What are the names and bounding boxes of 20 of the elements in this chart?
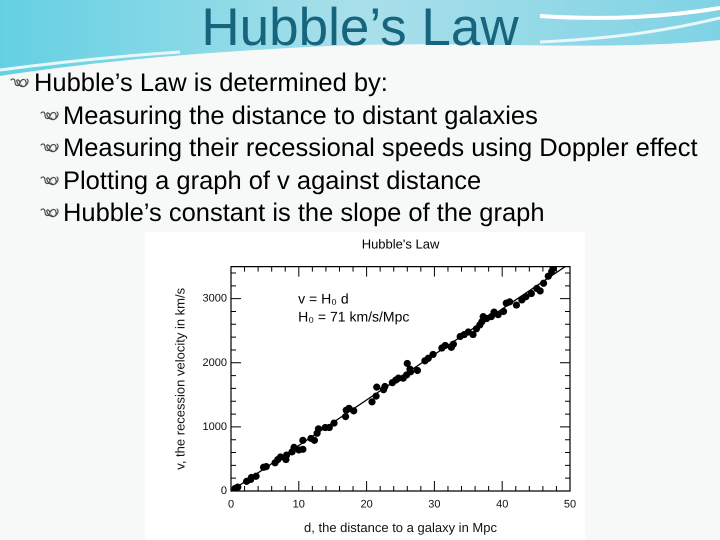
chart-subtitle: Hubble's Law xyxy=(362,236,440,252)
x-tick-label: 30 xyxy=(428,498,441,511)
y-tick-label: 0 xyxy=(220,485,227,498)
text: Hubble’s constant is the slope of the graph xyxy=(63,198,545,228)
annotation: H₀ = 71 km/s/Mpc xyxy=(298,308,410,324)
y-tick-label: 1000 xyxy=(202,420,227,433)
y-tick-label: 3000 xyxy=(202,292,227,305)
x-axis-title: d, the distance to a galaxy in Mpc xyxy=(304,520,498,535)
x-tick-label: 40 xyxy=(496,498,508,511)
text: Plotting a graph of v against distance xyxy=(63,166,482,196)
chart-title: Hubble’s Law xyxy=(200,0,520,58)
annotation: v = H₀ d xyxy=(298,290,349,306)
text: Measuring their recessional speeds using Doppler effect xyxy=(63,133,698,163)
y-axis-title: v, the recession velocity in km/s xyxy=(172,287,188,470)
x-tick-label: 50 xyxy=(564,498,576,511)
text: Hubble’s Law is determined by: xyxy=(34,68,388,98)
x-tick-label: 10 xyxy=(292,498,305,511)
x-tick-label: 20 xyxy=(360,498,373,511)
text: Measuring the distance to distant galaxies xyxy=(63,100,538,130)
y-tick-label: 2000 xyxy=(202,356,227,369)
